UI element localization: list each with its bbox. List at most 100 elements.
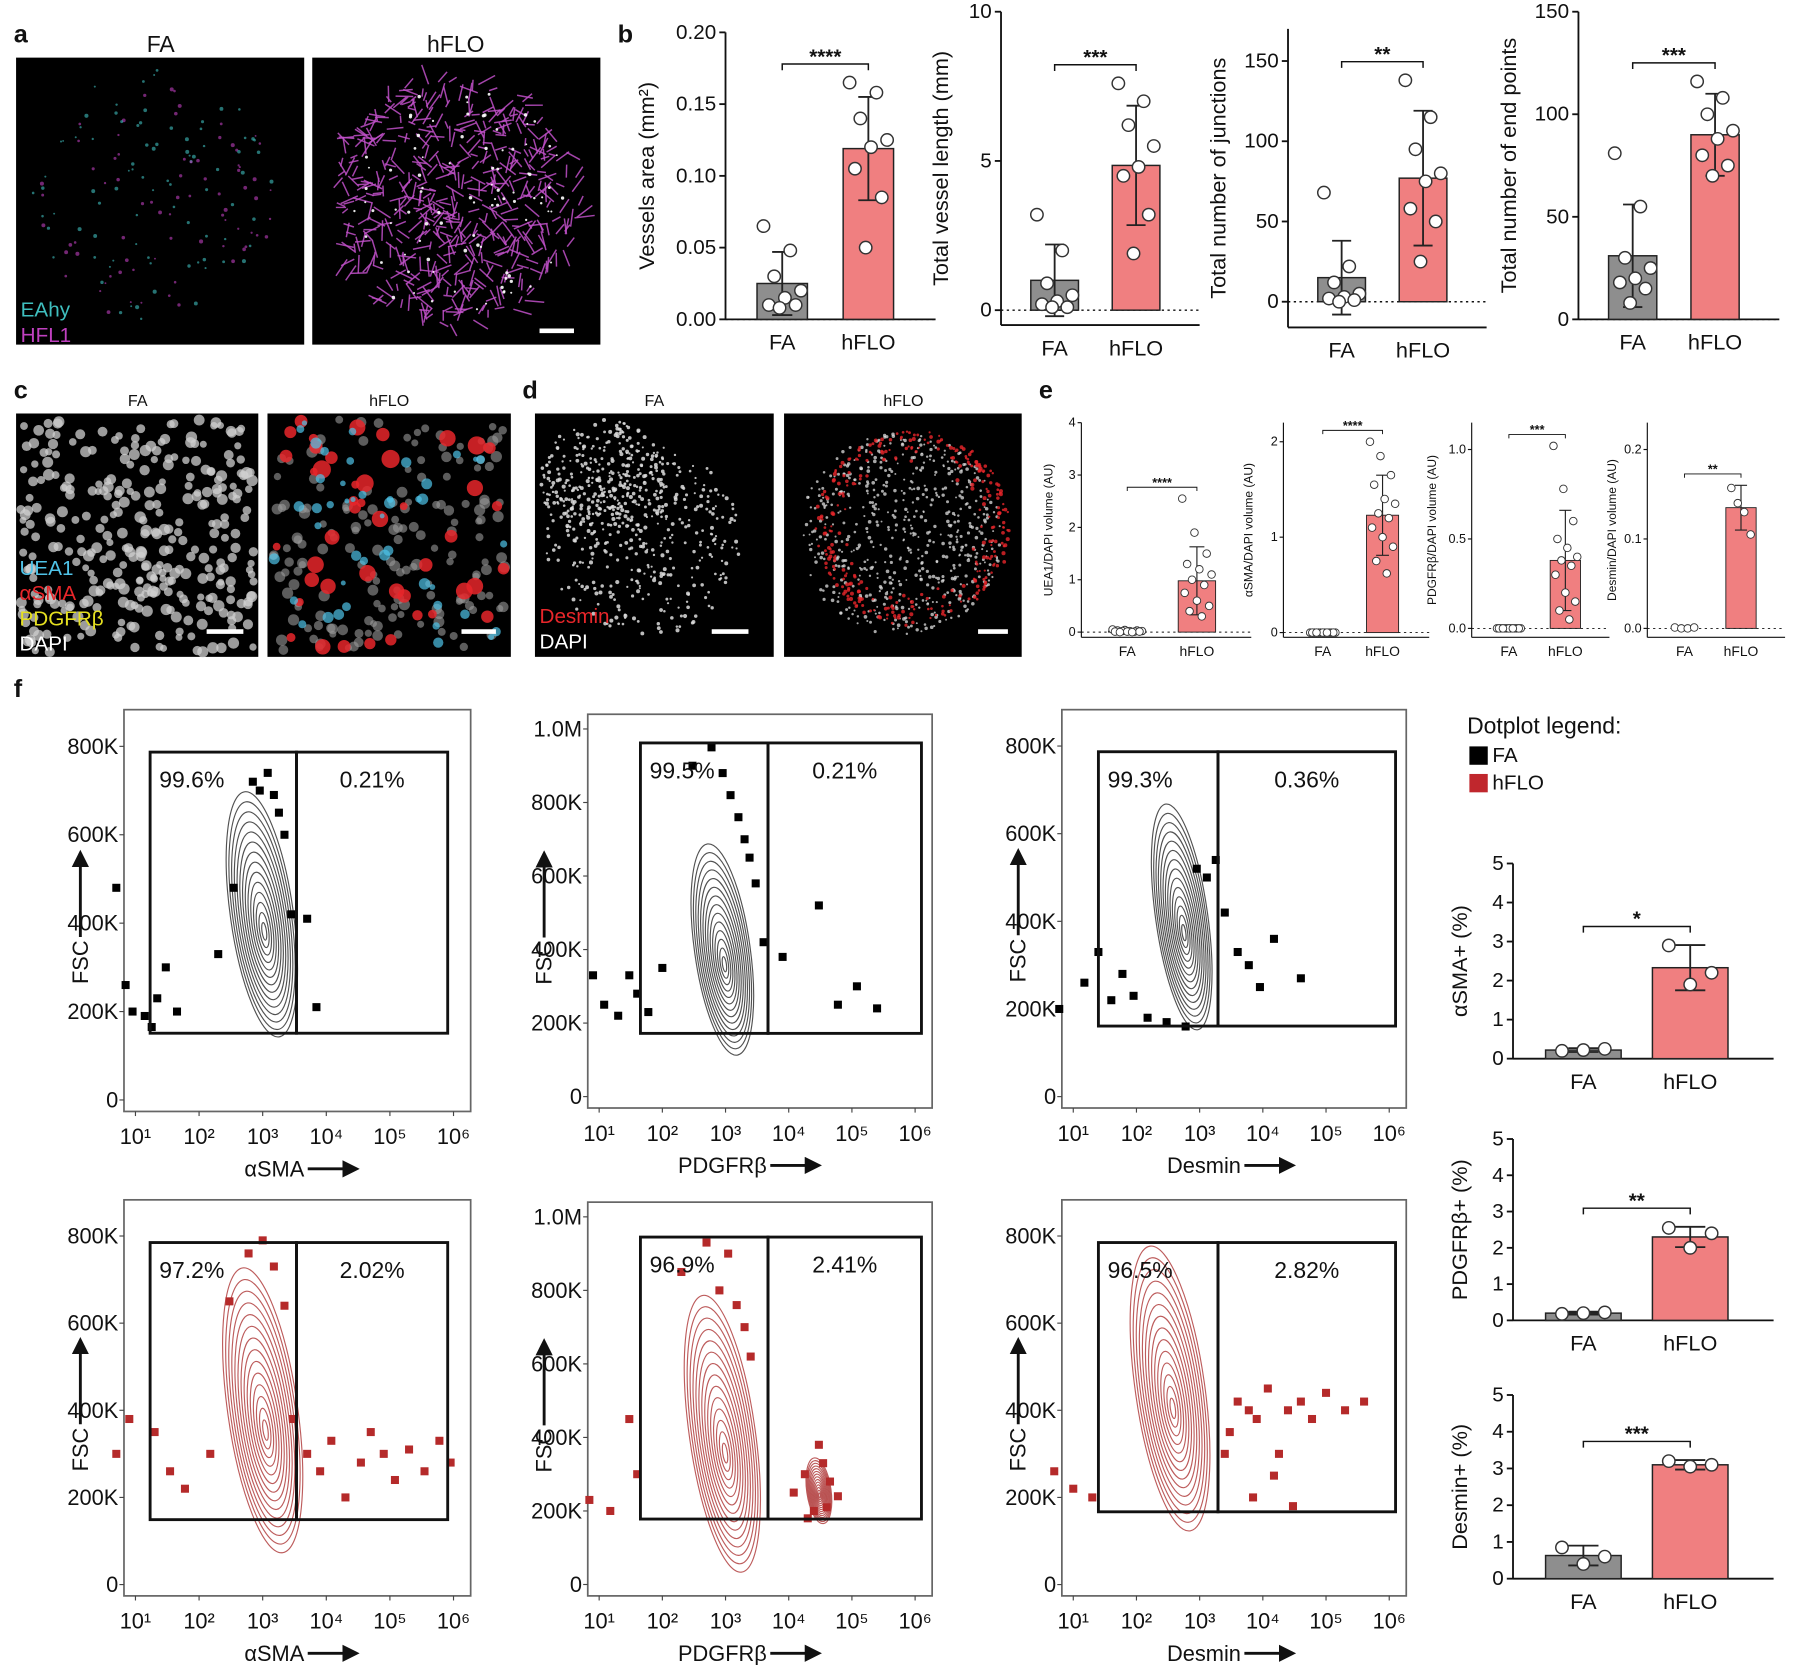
event-dot: [814, 1440, 823, 1449]
texture: [408, 115, 413, 119]
texture: [675, 628, 680, 633]
texture: [471, 113, 480, 116]
texture: [379, 513, 385, 519]
texture: [399, 96, 409, 106]
texture: [645, 515, 649, 519]
texture: [136, 576, 144, 584]
texture: [533, 120, 537, 123]
texture: [162, 562, 173, 573]
texture: [533, 196, 536, 200]
texture: [425, 99, 429, 109]
texture: [408, 220, 423, 233]
texture: [136, 424, 146, 434]
texture: [982, 496, 987, 501]
texture: [586, 435, 590, 439]
texture: [516, 122, 523, 135]
contour: [806, 1460, 832, 1523]
event-dot: [707, 743, 716, 752]
texture: [670, 522, 675, 526]
texture: [399, 502, 408, 511]
texture: [519, 180, 529, 200]
texture: [855, 522, 858, 526]
texture: [408, 521, 419, 532]
x-tick-label: hFLO: [1663, 1069, 1717, 1094]
texture: [897, 613, 901, 618]
texture: [480, 252, 483, 264]
texture: [949, 569, 953, 573]
texture: [438, 272, 441, 289]
texture: [824, 523, 827, 526]
texture: [856, 622, 859, 625]
texture: [608, 533, 612, 537]
texture: [492, 511, 504, 523]
texture: [878, 584, 883, 589]
texture: [908, 431, 911, 435]
texture: [984, 507, 989, 511]
texture: [816, 516, 822, 521]
texture: [493, 245, 510, 254]
texture: [523, 235, 536, 254]
texture: [190, 439, 200, 449]
texture: [539, 482, 544, 487]
texture: [41, 223, 46, 228]
texture: [890, 591, 893, 594]
x-axis-label: PDGFRβ: [678, 1153, 767, 1178]
texture: [574, 486, 578, 490]
texture: [626, 425, 631, 430]
texture: [629, 538, 634, 543]
contour: [721, 956, 728, 973]
texture: [996, 506, 1001, 510]
texture: [525, 185, 536, 198]
y-tick-label: 100: [1244, 130, 1278, 153]
texture: [175, 195, 180, 200]
texture: [454, 236, 460, 248]
texture: [942, 465, 945, 468]
texture: [950, 588, 954, 593]
event-dot: [625, 1415, 634, 1424]
significance-bracket: [1582, 1207, 1691, 1215]
texture: [706, 499, 710, 504]
texture: [554, 490, 559, 495]
data-point: [1555, 606, 1564, 615]
texture: [347, 175, 360, 187]
texture: [947, 471, 952, 476]
texture: [958, 494, 962, 498]
texture: [897, 580, 901, 583]
texture: [923, 443, 926, 446]
event-dot: [289, 1414, 298, 1424]
texture: [872, 488, 876, 492]
texture: [863, 615, 868, 619]
texture: [981, 469, 986, 473]
plot-frame: [1061, 1198, 1408, 1597]
texture: [708, 510, 712, 514]
data-point: [1746, 530, 1755, 539]
data-point: [1207, 570, 1216, 579]
texture: [964, 554, 967, 557]
texture: [488, 205, 498, 220]
event-dot: [1118, 969, 1127, 978]
texture: [986, 498, 989, 501]
texture: [915, 509, 918, 513]
texture: [951, 455, 956, 460]
texture: [64, 601, 75, 612]
texture: [966, 583, 969, 586]
y-tick-label: 100: [1535, 103, 1569, 126]
texture: [684, 525, 688, 529]
y-axis-label: FSC: [68, 940, 93, 984]
texture: [630, 568, 633, 572]
contour: [1148, 1315, 1195, 1480]
significance-bracket: [1582, 925, 1691, 933]
texture: [187, 264, 191, 268]
image-title: FA: [147, 31, 176, 57]
texture: [282, 544, 291, 553]
texture: [909, 532, 912, 535]
contour: [1160, 840, 1205, 1003]
texture: [958, 594, 962, 598]
x-tick-label: 10⁴: [309, 1124, 343, 1149]
event-dot: [229, 883, 238, 892]
texture: [560, 196, 565, 200]
x-tick-label: hFLO: [1663, 1589, 1717, 1614]
texture: [616, 506, 620, 511]
texture: [976, 570, 979, 573]
texture: [911, 620, 915, 625]
